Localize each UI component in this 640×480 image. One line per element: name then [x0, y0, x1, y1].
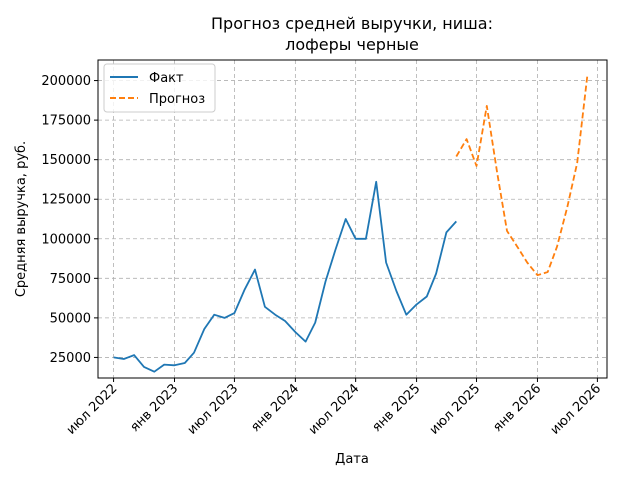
y-tick-label: 125000	[41, 193, 91, 208]
x-tick-label: янв 2026	[490, 381, 544, 435]
legend: Факт Прогноз	[103, 63, 216, 113]
y-tick-label: 50000	[50, 311, 91, 326]
legend-label-fact: Факт	[149, 71, 184, 86]
chart-title-line-1: Прогноз средней выручки, ниша:	[211, 14, 493, 33]
plot-frame	[97, 59, 608, 379]
series-group	[113, 74, 589, 373]
y-axis-label: Средняя выручка, руб.	[14, 141, 29, 297]
y-tick-label: 175000	[41, 114, 91, 129]
series-line-fact	[113, 180, 457, 373]
y-tick-label: 75000	[50, 272, 91, 287]
x-tick-label: янв 2023	[127, 381, 181, 435]
y-tick-label: 200000	[41, 74, 91, 89]
x-tick-label: июл 2023	[185, 381, 242, 438]
y-tick-label: 150000	[41, 153, 91, 168]
x-tick-label: янв 2024	[248, 381, 302, 435]
legend-label-forecast: Прогноз	[149, 92, 205, 107]
series-line-forecast	[455, 74, 589, 277]
y-tick-label: 25000	[50, 351, 91, 366]
x-tick-label: июл 2026	[548, 381, 605, 438]
y-tick-label: 100000	[41, 232, 91, 247]
x-axis-label: Дата	[335, 452, 369, 467]
x-tick-label: июл 2024	[306, 381, 363, 438]
grid	[98, 60, 607, 378]
x-tick-label: янв 2025	[370, 381, 424, 435]
chart-title-line-2: лоферы черные	[285, 35, 419, 54]
y-axis-ticks: 25000 50000 75000 100000 125000 150000 175000 2…	[41, 74, 98, 366]
x-axis-ticks: июл 2022 янв 2023 июл 2023 янв 2024 июл 2024…	[64, 378, 604, 438]
x-tick-label: июл 2022	[64, 381, 121, 438]
x-tick-label: июл 2025	[427, 381, 484, 438]
